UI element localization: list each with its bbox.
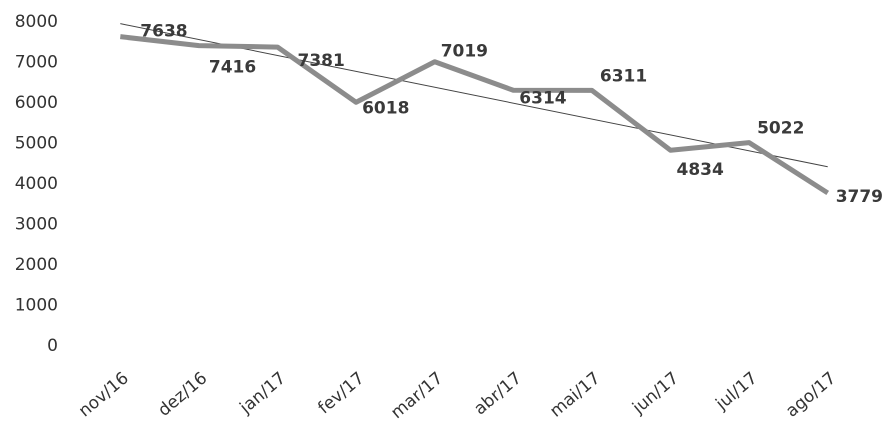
y-tick-label: 1000 [15,296,58,316]
y-tick-label: 8000 [15,12,58,32]
data-label: 5022 [757,119,804,139]
x-tick-label: fev/17 [314,368,368,418]
x-tick-label: ago/17 [782,368,840,421]
data-label: 7381 [298,51,345,71]
y-tick-label: 0 [47,336,58,356]
x-tick-label: nov/16 [75,368,133,421]
x-tick-label: abr/17 [470,368,525,419]
y-tick-label: 6000 [15,93,58,113]
x-tick-label: jun/17 [628,368,683,418]
x-tick-label: jul/17 [711,368,761,415]
y-tick-label: 5000 [15,134,58,154]
data-label: 4834 [677,160,724,180]
data-label: 6311 [600,66,647,86]
y-tick-label: 2000 [15,255,58,275]
data-label: 7416 [209,58,256,78]
y-tick-label: 3000 [15,215,58,235]
data-label: 3779 [836,187,883,207]
y-tick-label: 7000 [15,53,58,73]
data-label: 6314 [519,88,566,108]
data-label: 6018 [362,98,409,118]
data-label: 7019 [441,42,488,62]
x-tick-label: jan/17 [235,368,289,418]
x-tick-label: mar/17 [387,368,447,423]
data-label: 7638 [140,22,187,42]
x-tick-label: mai/17 [546,368,604,421]
line [120,34,830,196]
y-tick-label: 4000 [15,174,58,194]
x-tick-label: dez/16 [154,368,211,420]
